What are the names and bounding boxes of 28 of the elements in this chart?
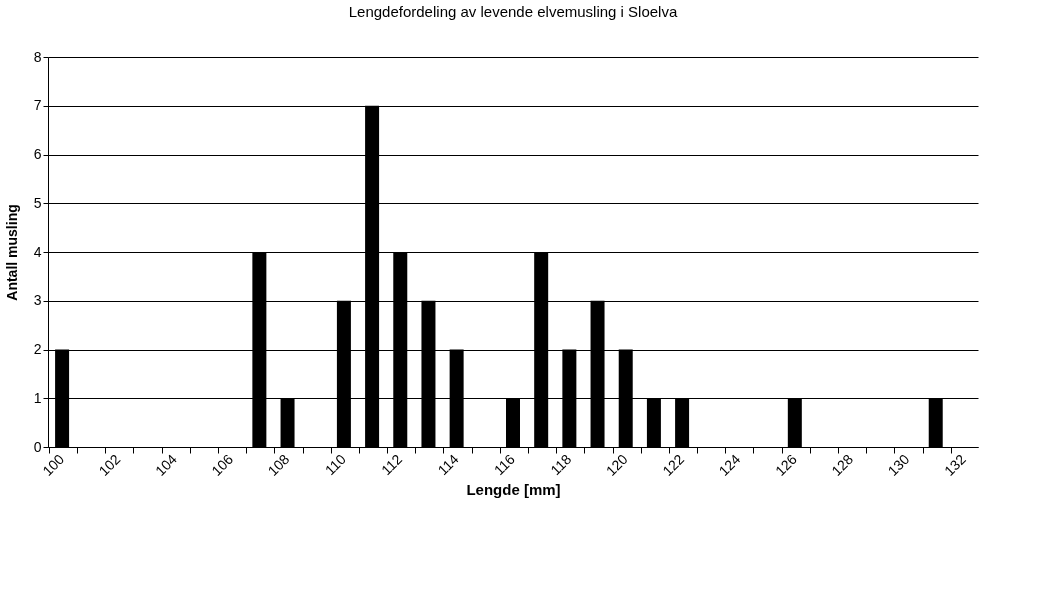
y-tick-label: 5 — [33, 194, 42, 211]
y-tick-label: 2 — [33, 341, 42, 357]
x-tick-label: 118 — [547, 450, 575, 479]
x-tick-label: 112 — [378, 450, 406, 479]
x-tick-label: 108 — [264, 450, 293, 479]
x-tick-label: 114 — [434, 450, 462, 479]
x-tick-label: 126 — [771, 450, 800, 479]
x-tick-label: 130 — [884, 450, 913, 479]
x-tick-label: 106 — [208, 450, 237, 479]
x-tick-label: 104 — [151, 450, 180, 479]
y-tick-label: 3 — [33, 292, 42, 309]
y-tick-label: 4 — [33, 243, 42, 260]
y-axis-title: Antall musling — [3, 204, 20, 301]
y-tick-label: 7 — [33, 97, 42, 114]
y-tick-label: 1 — [33, 389, 42, 406]
y-tick-label: 8 — [33, 48, 42, 65]
x-axis-title: Lengde [mm] — [466, 480, 561, 498]
x-tick-label: 128 — [828, 450, 857, 479]
y-tick-label: 6 — [33, 146, 42, 162]
x-tick-label: 102 — [95, 450, 124, 479]
y-tick-label: 0 — [33, 438, 42, 455]
x-tick-label: 132 — [941, 450, 970, 479]
chart-title: Lengdefordeling av levende elvemusling i Sloelva — [348, 3, 678, 20]
x-tick-label: 120 — [602, 450, 631, 479]
x-tick-label: 122 — [659, 450, 688, 479]
x-tick-label: 116 — [490, 450, 519, 479]
x-tick-label: 124 — [715, 450, 744, 479]
x-tick-label: 110 — [321, 450, 349, 479]
